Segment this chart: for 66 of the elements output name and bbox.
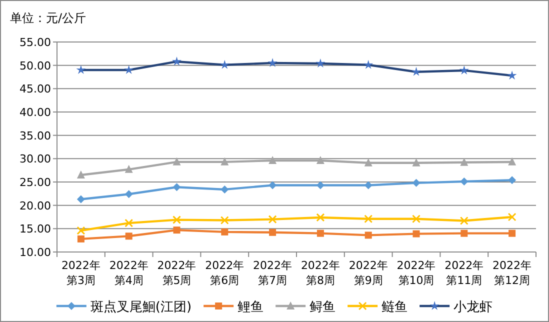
y-tick-label: 50.00 xyxy=(20,59,51,72)
x-tick-label: 2022年第3周 xyxy=(61,259,100,287)
y-axis-title: 单位：元/公斤 xyxy=(10,11,86,25)
y-tick-label: 20.00 xyxy=(20,199,51,212)
point xyxy=(364,181,372,190)
point xyxy=(316,213,325,222)
y-tick-label: 35.00 xyxy=(20,129,51,142)
point xyxy=(508,212,516,222)
point xyxy=(76,170,85,178)
y-tick-label: 15.00 xyxy=(20,222,51,236)
point xyxy=(269,228,276,236)
point xyxy=(76,226,86,235)
point xyxy=(460,230,468,237)
x-tick-label: 2022年第10周 xyxy=(396,259,436,287)
x-tick-label: 2022年第8周 xyxy=(300,259,340,287)
legend-label: 小龙虾 xyxy=(454,300,493,315)
legend-label: 鲢鱼 xyxy=(382,300,408,315)
legend-label: 鲟鱼 xyxy=(310,300,336,315)
point xyxy=(268,215,277,224)
point xyxy=(77,235,84,242)
point xyxy=(364,214,373,224)
point xyxy=(316,156,324,164)
y-tick-label: 10.00 xyxy=(20,246,51,259)
point xyxy=(221,228,228,236)
x-tick-label: 2022年第11周 xyxy=(444,259,484,287)
point xyxy=(220,216,229,225)
y-tick-label: 40.00 xyxy=(20,106,51,119)
point xyxy=(172,157,181,166)
point xyxy=(124,190,133,198)
point xyxy=(508,157,516,166)
point xyxy=(268,156,277,164)
y-tick-label: 45.00 xyxy=(20,82,51,96)
point xyxy=(412,158,420,166)
legend-label: 鲤鱼 xyxy=(238,300,264,315)
x-tick-label: 2022年第5周 xyxy=(157,259,196,287)
y-tick-label: 25.00 xyxy=(20,176,51,189)
point xyxy=(172,183,181,192)
point xyxy=(364,158,372,166)
point xyxy=(412,214,420,224)
point xyxy=(268,181,277,190)
point xyxy=(460,216,468,225)
point xyxy=(124,218,134,228)
point xyxy=(76,195,85,204)
point xyxy=(125,232,132,240)
point xyxy=(316,181,324,190)
point xyxy=(220,157,229,166)
point xyxy=(220,185,229,194)
point xyxy=(124,164,133,173)
x-tick-label: 2022年第4周 xyxy=(109,259,148,287)
y-tick-label: 30.00 xyxy=(20,152,51,166)
x-tick-label: 2022年第9周 xyxy=(348,259,388,287)
point xyxy=(412,178,420,187)
y-tick-label: 55.00 xyxy=(20,36,51,49)
point xyxy=(508,230,516,237)
legend-label: 斑点叉尾鮰(江团) xyxy=(90,300,192,315)
point xyxy=(316,230,324,237)
point xyxy=(412,230,420,238)
point xyxy=(460,158,468,166)
x-tick-label: 2022年第6周 xyxy=(205,259,244,287)
point xyxy=(172,216,181,224)
point xyxy=(364,232,372,239)
x-tick-label: 2022年第7周 xyxy=(253,259,292,287)
x-tick-label: 2022年第12周 xyxy=(492,259,532,287)
point xyxy=(508,176,516,184)
point xyxy=(173,226,180,234)
point xyxy=(460,178,468,186)
